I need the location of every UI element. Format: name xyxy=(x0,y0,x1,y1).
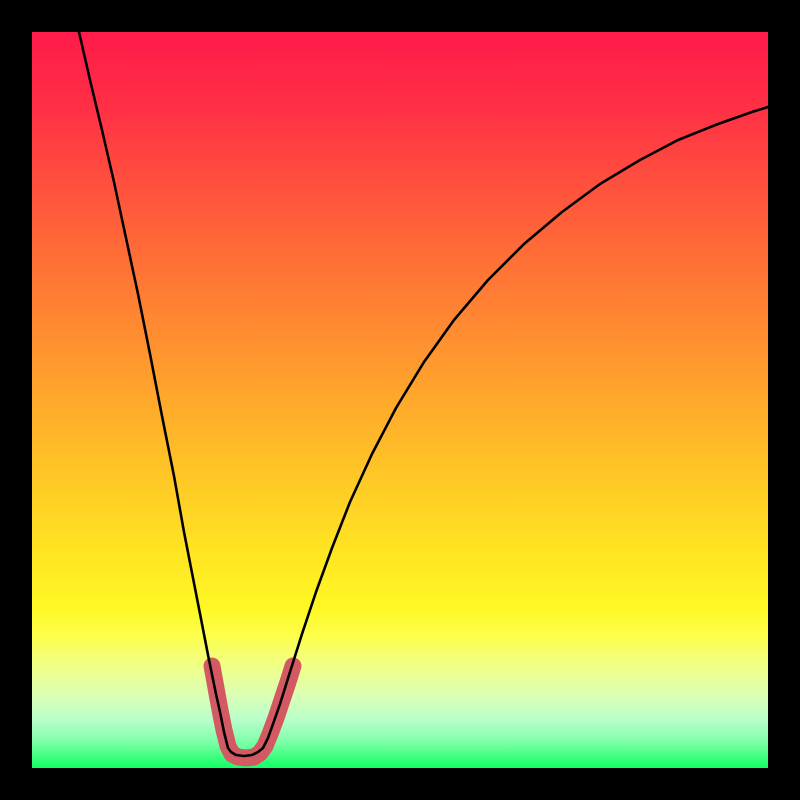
bottleneck-chart xyxy=(0,0,800,800)
